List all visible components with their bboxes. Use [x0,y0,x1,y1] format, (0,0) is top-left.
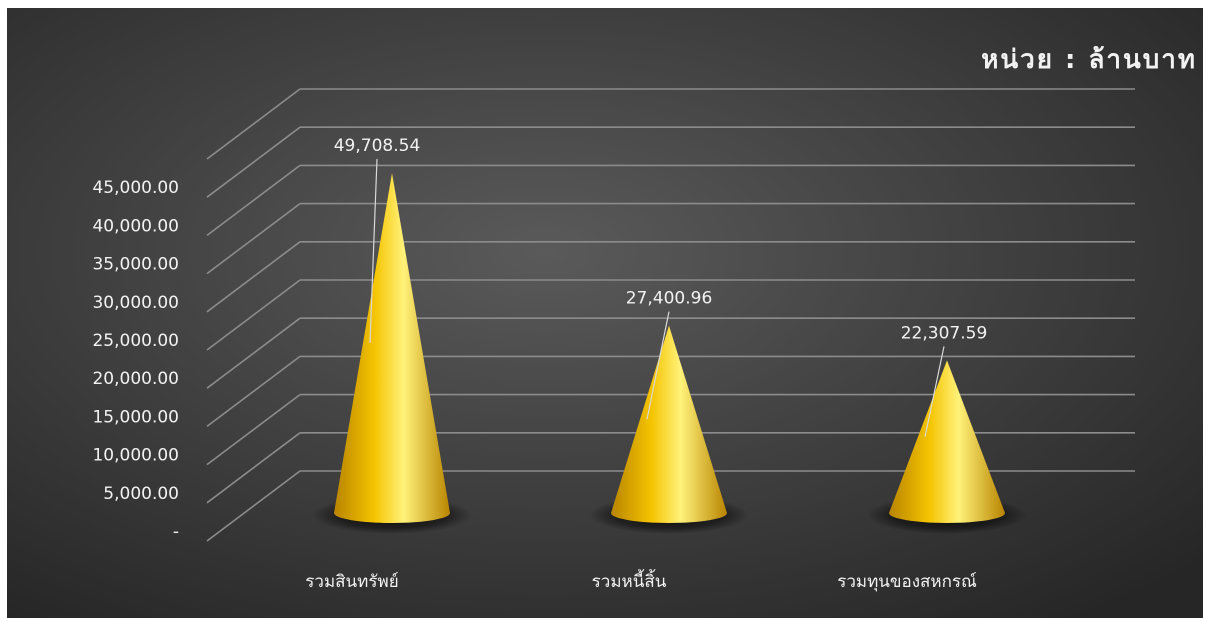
category-label: รวมทุนของสหกรณ์ [837,572,977,592]
data-label-leader [924,346,945,437]
y-tick-label: 40,000.00 [92,216,179,236]
data-label: 22,307.59 [901,323,988,343]
data-label-leader [369,158,378,344]
category-label: รวมสินทรัพย์ [305,572,398,592]
gridline-diagonal [206,317,301,389]
cone-bar [611,325,727,523]
y-tick-label: 30,000.00 [92,293,179,313]
unit-title: หน่วย : ล้านบาท [981,45,1197,75]
data-label-leader [646,311,670,420]
y-axis-tick-labels: - 5,000.00 10,000.00 15,000.00 20,000.00 25,0… [92,178,179,542]
gridlines [206,88,1135,542]
data-label-leaders [369,158,945,437]
cone-series [312,173,1027,534]
y-tick-label: 15,000.00 [92,407,179,427]
gridline-diagonal [206,241,301,313]
gridline-diagonal [206,393,301,466]
y-tick-label: 45,000.00 [92,178,179,198]
cone-bar [889,360,1005,523]
y-tick-label: 5,000.00 [103,484,179,504]
y-tick-label: 35,000.00 [92,255,179,275]
gridline-diagonal [206,355,301,428]
category-label: รวมหนี้สิ้น [592,569,667,592]
data-labels: 49,708.54 27,400.96 22,307.59 [334,136,988,343]
gridline-diagonal [206,432,301,504]
category-labels: รวมสินทรัพย์ รวมหนี้สิ้น รวมทุนของสหกรณ์ [305,569,977,592]
y-tick-label: 10,000.00 [92,446,179,466]
chart-frame: หน่วย : ล้านบาท - 5,000.00 10,000.00 15,000… [7,8,1203,618]
chart-svg: หน่วย : ล้านบาท - 5,000.00 10,000.00 15,000… [7,8,1203,618]
y-tick-label: 20,000.00 [92,369,179,389]
cone-bar [334,173,450,523]
gridline-diagonal [206,88,301,160]
data-label: 27,400.96 [626,289,713,309]
gridline-diagonal [206,202,301,275]
gridline-diagonal [206,126,301,198]
gridline-diagonal [206,470,301,542]
gridline-diagonal [206,164,301,237]
y-tick-label: - [173,522,179,542]
data-label: 49,708.54 [334,136,421,156]
gridline-diagonal [206,279,301,351]
chart-background [7,8,1203,618]
y-tick-label: 25,000.00 [92,331,179,351]
